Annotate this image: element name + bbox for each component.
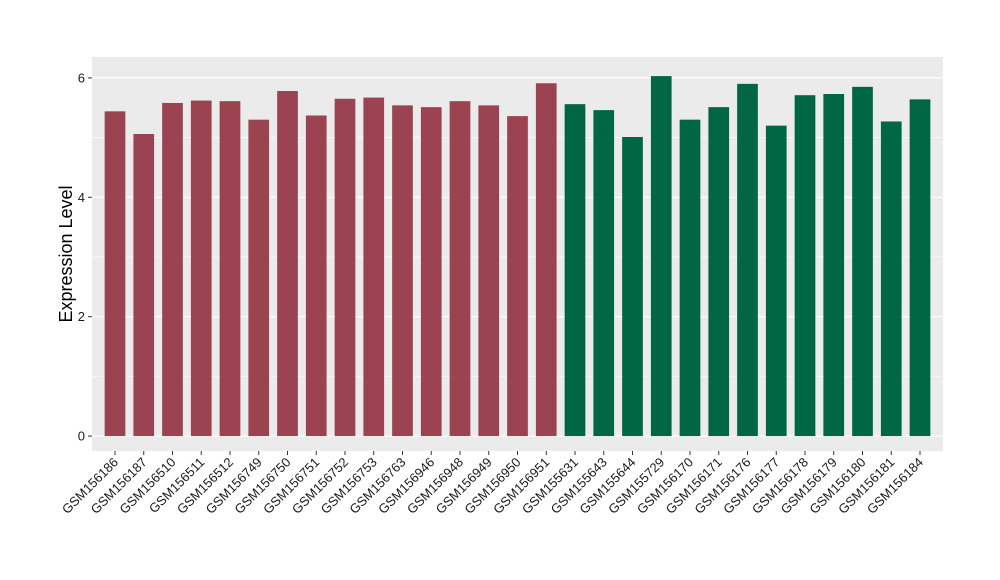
bar (794, 95, 816, 437)
bar (133, 134, 155, 437)
bar (449, 101, 471, 437)
bar (305, 115, 327, 437)
y-tick-label: 2 (78, 309, 85, 324)
bar (507, 116, 528, 437)
bar (823, 94, 845, 437)
bar (104, 111, 126, 437)
bar (765, 125, 787, 437)
bar (478, 105, 500, 437)
bar (363, 97, 385, 437)
bar (564, 104, 586, 437)
bar (852, 86, 873, 437)
y-tick-label: 0 (78, 429, 85, 444)
bar (737, 83, 758, 437)
bar (334, 98, 356, 437)
bar (679, 119, 701, 437)
bar (219, 101, 241, 437)
y-axis-title: Expression Level (56, 185, 76, 322)
bar (248, 119, 270, 437)
bar (650, 76, 672, 437)
bar (909, 99, 931, 437)
bar (277, 91, 298, 437)
y-tick-label: 4 (78, 190, 85, 205)
bar (708, 107, 730, 437)
bar (162, 102, 183, 437)
bars (104, 76, 931, 437)
bar (622, 136, 643, 437)
bar (535, 83, 557, 437)
bar (420, 107, 442, 437)
y-axis: 0 2 4 6 (78, 70, 92, 444)
bar (392, 105, 413, 437)
x-axis: GSM156186GSM156187GSM156510GSM156511GSM1… (59, 451, 926, 517)
bar (593, 110, 615, 437)
bar (190, 100, 212, 437)
bar (880, 121, 902, 437)
y-tick-label: 6 (78, 70, 85, 85)
